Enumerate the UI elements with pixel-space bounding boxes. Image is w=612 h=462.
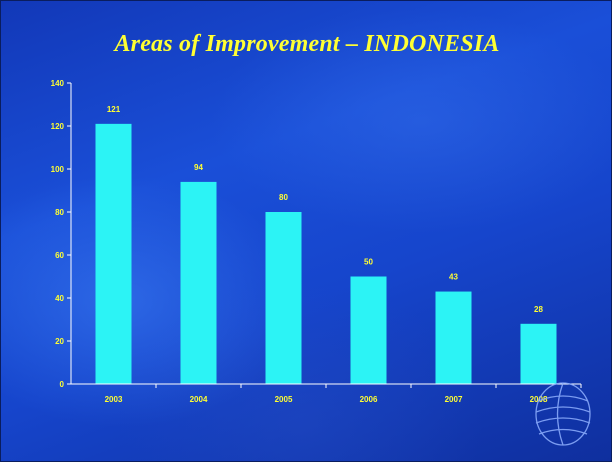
y-tick-label: 0 xyxy=(60,380,65,389)
y-tick-label: 40 xyxy=(55,294,64,303)
x-tick-label: 2004 xyxy=(190,395,208,404)
bar xyxy=(180,181,217,384)
slide-title: Areas of Improvement – INDONESIA xyxy=(114,31,500,57)
bar-value-label: 28 xyxy=(534,305,543,314)
y-tick-label: 60 xyxy=(55,251,64,260)
data-labels: 121 94 80 50 43 28 xyxy=(107,105,544,314)
y-tick-label: 20 xyxy=(55,337,64,346)
globe-logo-icon xyxy=(535,382,591,446)
bar-value-label: 43 xyxy=(449,273,458,282)
bar xyxy=(265,212,302,384)
x-tick-label: 2007 xyxy=(445,395,463,404)
bar-value-label: 121 xyxy=(107,105,121,114)
y-tick-label: 80 xyxy=(55,208,64,217)
bar-value-label: 94 xyxy=(194,163,203,172)
y-tick-label: 120 xyxy=(51,122,65,131)
x-tick-label: 2005 xyxy=(275,395,293,404)
bar xyxy=(350,276,387,384)
bar xyxy=(95,123,132,384)
bar-value-label: 80 xyxy=(279,193,288,202)
bar-value-label: 50 xyxy=(364,258,373,267)
x-tick-label: 2003 xyxy=(105,395,123,404)
y-tick-label: 100 xyxy=(51,165,65,174)
bar xyxy=(520,323,557,384)
x-tick-label: 2006 xyxy=(360,395,378,404)
bar-series xyxy=(95,123,557,384)
y-tick-label: 140 xyxy=(51,79,65,88)
y-axis-ticks: 0 20 40 60 80 100 120 140 xyxy=(51,79,71,389)
x-axis-ticks: 2003 2004 2005 2006 2007 2008 xyxy=(105,384,582,404)
bar xyxy=(435,291,472,384)
